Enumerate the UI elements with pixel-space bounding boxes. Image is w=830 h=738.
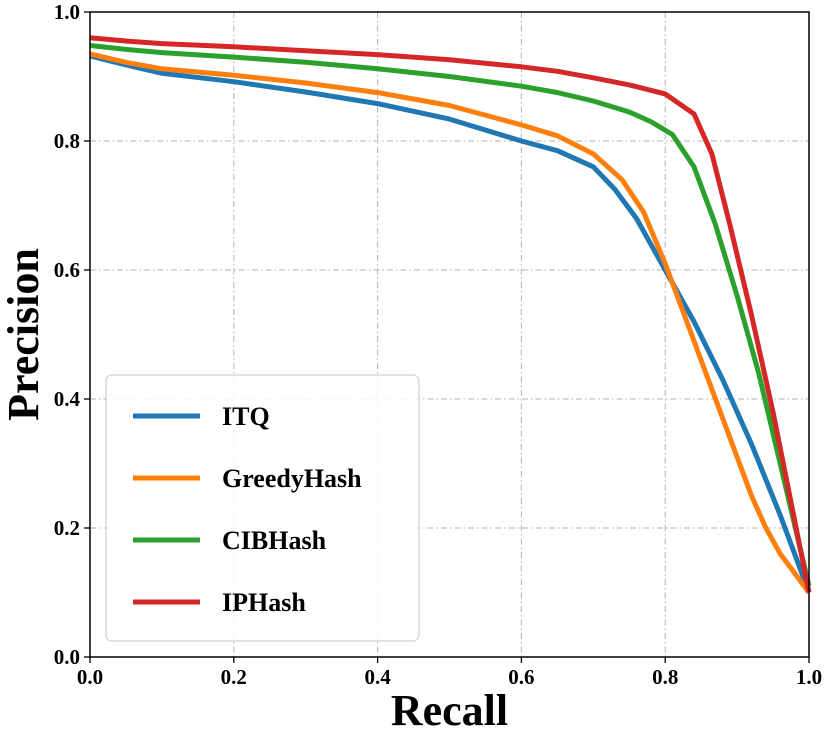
x-tick-label: 0.8 [652, 665, 678, 689]
y-tick-label: 0.4 [54, 387, 81, 411]
x-tick-label: 1.0 [796, 665, 822, 689]
y-tick-label: 0.2 [54, 516, 80, 540]
axis-ticks: 0.0 0.2 0.4 0.6 0.8 1.0 0.0 0.2 0.4 0.6 0.8 1.0 [54, 0, 822, 689]
y-tick-label: 0.6 [54, 258, 80, 282]
series-line-itq [89, 53, 812, 594]
series-line-greedyhash [89, 51, 812, 594]
y-tick-label: 1.0 [54, 0, 80, 24]
series-line-cibhash [89, 43, 812, 587]
x-tick-label: 0.6 [508, 665, 534, 689]
legend-label-cibhash: CIBHash [222, 526, 327, 555]
y-tick-label: 0.0 [54, 645, 80, 669]
y-axis-title: Precision [0, 248, 48, 421]
x-tick-label: 0.2 [221, 665, 247, 689]
legend-label-greedyhash: GreedyHash [222, 464, 362, 493]
legend-label-iphash: IPHash [222, 588, 306, 617]
series-line-iphash [89, 35, 812, 593]
series-lines [89, 35, 812, 594]
legend: ITQ GreedyHash CIBHash IPHash [105, 374, 420, 642]
y-tick-label: 0.8 [54, 129, 80, 153]
plot-frame [89, 11, 810, 658]
x-tick-label: 0.0 [77, 665, 103, 689]
grid [90, 12, 809, 657]
x-axis-title: Recall [391, 686, 508, 735]
legend-label-itq: ITQ [222, 402, 270, 431]
x-tick-label: 0.4 [364, 665, 391, 689]
legend-box [105, 374, 420, 642]
